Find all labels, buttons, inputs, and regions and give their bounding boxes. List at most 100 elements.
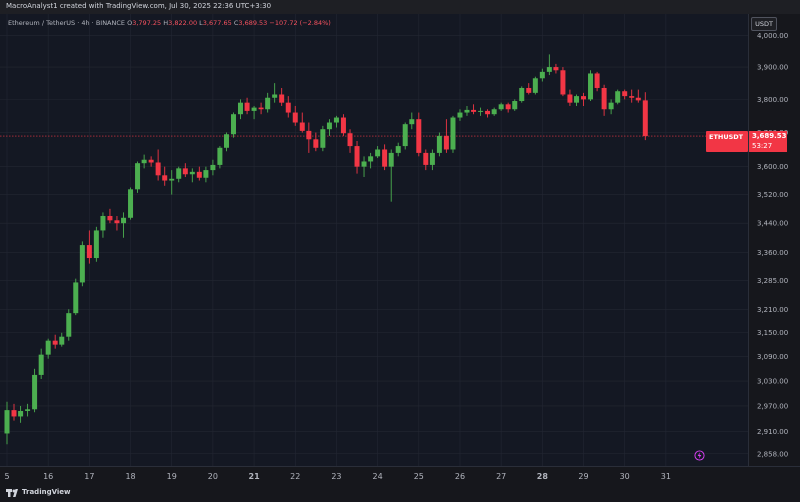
candle[interactable] — [416, 112, 422, 157]
candle[interactable] — [141, 154, 147, 169]
candle[interactable] — [299, 112, 305, 133]
candle[interactable] — [347, 129, 353, 153]
candle[interactable] — [189, 168, 195, 183]
candle[interactable] — [423, 149, 429, 171]
currency-button[interactable]: USDT — [751, 17, 777, 31]
candle[interactable] — [622, 89, 628, 100]
candle[interactable] — [642, 92, 648, 141]
candle[interactable] — [581, 92, 587, 106]
candle[interactable] — [443, 119, 449, 153]
candle[interactable] — [52, 334, 58, 349]
candle[interactable] — [526, 83, 532, 95]
candle[interactable] — [505, 102, 511, 113]
candle[interactable] — [594, 71, 600, 92]
candle[interactable] — [615, 89, 621, 105]
candle[interactable] — [498, 102, 504, 111]
candle[interactable] — [635, 89, 641, 103]
candle[interactable] — [588, 70, 594, 102]
candle[interactable] — [436, 132, 442, 157]
candle[interactable] — [519, 86, 525, 103]
candle[interactable] — [512, 99, 518, 111]
candle[interactable] — [279, 87, 285, 106]
candle[interactable] — [148, 156, 154, 167]
candle[interactable] — [546, 54, 552, 76]
candle[interactable] — [169, 170, 175, 195]
candle[interactable] — [45, 338, 51, 359]
candle[interactable] — [18, 405, 24, 423]
candle[interactable] — [93, 226, 99, 262]
candle[interactable] — [361, 156, 367, 178]
candle[interactable] — [100, 212, 106, 238]
candle[interactable] — [574, 94, 580, 106]
candle[interactable] — [601, 84, 607, 116]
candlestick-chart[interactable] — [0, 14, 748, 466]
candle[interactable] — [285, 96, 291, 118]
candle[interactable] — [402, 122, 408, 150]
candle[interactable] — [79, 241, 85, 287]
candle[interactable] — [450, 115, 456, 153]
chart-plot-area[interactable] — [0, 14, 748, 466]
candle[interactable] — [629, 89, 635, 103]
candle[interactable] — [320, 125, 326, 152]
candle[interactable] — [272, 83, 278, 103]
candle[interactable] — [567, 89, 573, 106]
candle[interactable] — [409, 112, 415, 130]
candle[interactable] — [32, 368, 38, 413]
candle[interactable] — [395, 142, 401, 157]
price-axis[interactable]: 4,000.003,900.003,800.003,700.003,600.00… — [748, 14, 800, 466]
candle[interactable] — [114, 215, 120, 231]
candle[interactable] — [121, 212, 127, 238]
candle[interactable] — [292, 105, 298, 126]
candle[interactable] — [244, 97, 250, 115]
candle[interactable] — [128, 187, 134, 220]
candle[interactable] — [429, 149, 435, 171]
candle[interactable] — [306, 122, 312, 153]
candle[interactable] — [457, 109, 463, 121]
candle[interactable] — [471, 104, 477, 115]
candle[interactable] — [485, 109, 491, 118]
candle[interactable] — [11, 403, 17, 421]
candle[interactable] — [182, 163, 188, 178]
candle[interactable] — [38, 348, 44, 380]
candle[interactable] — [73, 278, 79, 316]
candle[interactable] — [333, 115, 339, 128]
time-axis[interactable]: 5 16 17 18 19 20 21 22 23 24 25 26 27 28 29 30 31 — [0, 466, 800, 485]
candle[interactable] — [66, 309, 72, 341]
candle[interactable] — [354, 140, 360, 174]
candle[interactable] — [4, 401, 10, 445]
candle[interactable] — [375, 146, 381, 159]
candle[interactable] — [196, 166, 202, 181]
candle[interactable] — [608, 99, 614, 115]
candle[interactable] — [382, 144, 388, 171]
candle[interactable] — [107, 208, 113, 224]
candle[interactable] — [553, 63, 559, 74]
candle[interactable] — [217, 146, 223, 169]
candle[interactable] — [230, 112, 236, 138]
candle[interactable] — [532, 76, 538, 95]
candle[interactable] — [340, 114, 346, 136]
candle[interactable] — [86, 230, 92, 264]
candle[interactable] — [388, 149, 394, 202]
candle[interactable] — [210, 159, 216, 176]
candle[interactable] — [464, 105, 470, 116]
candle[interactable] — [478, 107, 484, 116]
candle[interactable] — [59, 332, 65, 347]
candle[interactable] — [251, 105, 257, 120]
candle[interactable] — [25, 403, 31, 417]
candle[interactable] — [368, 152, 374, 169]
candle[interactable] — [162, 166, 168, 186]
candle[interactable] — [155, 149, 161, 181]
candle[interactable] — [265, 92, 271, 113]
candle[interactable] — [237, 99, 243, 120]
lightning-icon[interactable] — [694, 450, 705, 461]
candle[interactable] — [176, 166, 182, 183]
candle[interactable] — [203, 166, 209, 183]
candle[interactable] — [539, 68, 545, 82]
tradingview-logo-icon[interactable] — [6, 487, 20, 499]
candle[interactable] — [223, 132, 229, 152]
candle[interactable] — [326, 119, 332, 136]
candle[interactable] — [560, 67, 566, 97]
candle[interactable] — [313, 132, 319, 152]
candle[interactable] — [491, 107, 497, 116]
candle[interactable] — [135, 161, 141, 193]
